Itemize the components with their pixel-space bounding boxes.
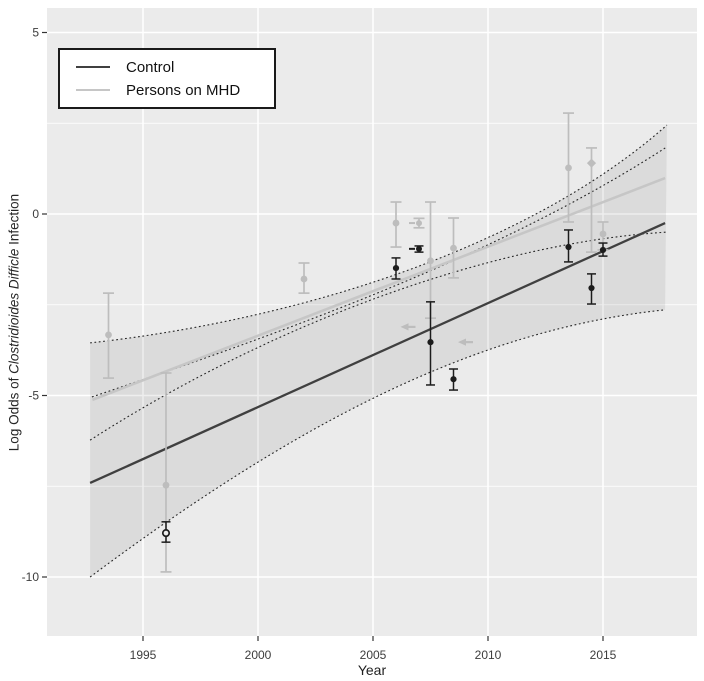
point-circle-control xyxy=(565,243,572,251)
trend-line-mhd xyxy=(91,176,666,402)
confidence-band xyxy=(90,125,667,577)
legend-label-mhd: Persons on MHD xyxy=(126,81,241,99)
point-circle-mhd xyxy=(392,219,400,227)
legend-box: Control Persons on MHD xyxy=(58,48,276,109)
point-open-circle-control xyxy=(161,529,171,538)
point-circle-mhd xyxy=(565,164,572,172)
point-circle-control xyxy=(392,264,400,272)
y-axis-title: Log Odds of Clostridioides Difficle Infe… xyxy=(7,123,22,523)
ci-curve-control-lower xyxy=(89,309,666,578)
point-circle-control xyxy=(588,284,595,292)
point-circle-mhd xyxy=(450,244,457,252)
y-tick-label: 0 xyxy=(32,207,39,221)
point-arrow-mhd xyxy=(458,338,466,346)
legend-item-mhd: Persons on MHD xyxy=(76,82,274,99)
y-tick-label: -5 xyxy=(28,389,39,403)
mhd-line-swatch xyxy=(76,89,110,91)
y-title-suffix: Infection xyxy=(6,193,22,249)
point-circle-mhd xyxy=(416,220,422,227)
point-circle-control xyxy=(599,246,607,254)
point-circle-control xyxy=(416,245,422,252)
legend-item-control: Control xyxy=(76,59,274,76)
ci-curve-mhd-upper xyxy=(90,124,668,344)
point-circle-mhd xyxy=(599,230,607,238)
ci-curve-control-upper xyxy=(89,231,667,441)
point-circle-control xyxy=(427,339,434,346)
y-title-italic: Clostridioides Difficle xyxy=(6,248,22,374)
control-line-swatch xyxy=(76,66,110,68)
y-title-prefix: Log Odds of xyxy=(6,373,22,452)
x-tick-label: 2015 xyxy=(590,648,617,662)
point-arrow-mhd xyxy=(400,323,409,331)
point-circle-mhd xyxy=(162,481,170,489)
x-tick-label: 1995 xyxy=(130,648,157,662)
x-tick-label: 2005 xyxy=(360,648,387,662)
point-diamond-mhd xyxy=(586,158,597,168)
point-circle-mhd xyxy=(105,331,112,339)
x-axis-title: Year xyxy=(357,662,387,678)
trend-line-control xyxy=(89,222,666,485)
x-tick-label: 2010 xyxy=(475,648,502,662)
y-tick-label: -10 xyxy=(22,570,40,584)
x-tick-label: 2000 xyxy=(245,648,272,662)
point-circle-control xyxy=(450,376,457,383)
point-circle-mhd xyxy=(300,275,308,283)
y-tick-label: 5 xyxy=(32,26,39,40)
point-circle-mhd xyxy=(427,257,434,265)
legend-label-control: Control xyxy=(126,58,175,76)
